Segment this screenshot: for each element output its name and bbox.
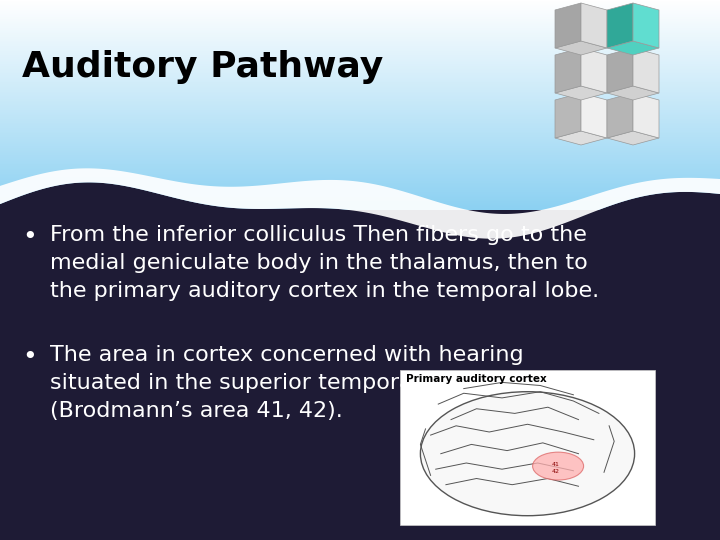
Polygon shape: [607, 41, 659, 55]
Polygon shape: [607, 131, 659, 145]
Ellipse shape: [420, 392, 634, 516]
Polygon shape: [555, 41, 607, 55]
Polygon shape: [581, 3, 607, 48]
Polygon shape: [581, 93, 607, 138]
Text: situated in the superior temporal gyrus: situated in the superior temporal gyrus: [50, 373, 488, 393]
Text: medial geniculate body in the thalamus, then to: medial geniculate body in the thalamus, …: [50, 253, 588, 273]
Polygon shape: [607, 3, 633, 48]
Polygon shape: [607, 48, 633, 93]
Polygon shape: [607, 93, 633, 138]
Polygon shape: [555, 131, 607, 145]
Text: Auditory Pathway: Auditory Pathway: [22, 50, 383, 84]
Polygon shape: [633, 3, 659, 48]
Polygon shape: [581, 48, 607, 93]
Text: the primary auditory cortex in the temporal lobe.: the primary auditory cortex in the tempo…: [50, 281, 599, 301]
Polygon shape: [555, 93, 581, 138]
Text: From the inferior colliculus Then fibers go to the: From the inferior colliculus Then fibers…: [50, 225, 587, 245]
Text: Primary auditory cortex: Primary auditory cortex: [406, 374, 546, 384]
Text: •: •: [22, 225, 37, 249]
Ellipse shape: [533, 452, 584, 480]
Polygon shape: [555, 48, 581, 93]
Text: 42: 42: [552, 469, 560, 474]
Text: •: •: [22, 345, 37, 369]
Polygon shape: [633, 93, 659, 138]
Polygon shape: [0, 183, 720, 540]
Text: (Brodmann’s area 41, 42).: (Brodmann’s area 41, 42).: [50, 401, 343, 421]
Polygon shape: [607, 86, 659, 100]
Polygon shape: [555, 86, 607, 100]
Text: 41: 41: [552, 462, 560, 467]
Polygon shape: [0, 168, 720, 239]
Polygon shape: [555, 3, 581, 48]
Polygon shape: [633, 48, 659, 93]
Bar: [400, 370, 655, 525]
Text: The area in cortex concerned with hearing: The area in cortex concerned with hearin…: [50, 345, 523, 365]
